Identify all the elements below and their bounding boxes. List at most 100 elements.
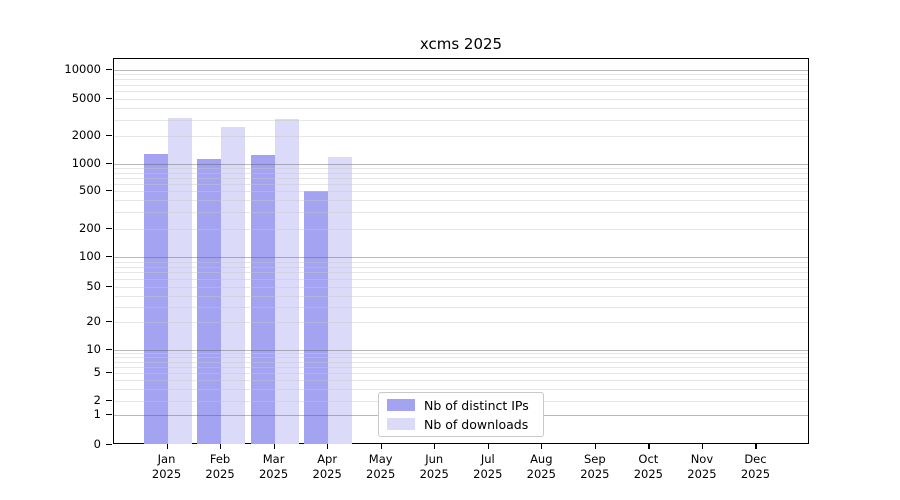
gridline-minor (114, 266, 808, 268)
y-tick-mark (106, 135, 112, 137)
y-tick-mark (106, 400, 112, 402)
gridline-minor (114, 172, 808, 174)
bar-distinct-ips-feb (197, 159, 222, 444)
x-tick-label: Aug 2025 (526, 452, 556, 481)
gridline-minor (114, 279, 808, 281)
gridline-minor (114, 261, 808, 263)
x-tick-label: May 2025 (366, 452, 396, 481)
gridline-minor (114, 91, 808, 93)
x-tick-label: Nov 2025 (687, 452, 717, 481)
legend: Nb of distinct IPs Nb of downloads (378, 392, 544, 437)
gridline-major (114, 164, 808, 165)
gridline-major (114, 350, 808, 351)
x-tick-label: Oct 2025 (633, 452, 664, 481)
y-tick-label: 1 (93, 407, 101, 421)
y-tick-label: 1000 (71, 156, 101, 170)
x-tick-mark (701, 444, 704, 449)
gridline-minor (114, 177, 808, 179)
gridline-minor (114, 361, 808, 363)
x-tick-mark (166, 444, 168, 449)
y-tick-mark (106, 372, 112, 374)
bar-downloads-apr (328, 156, 353, 444)
gridline-major (114, 70, 808, 71)
gridline-minor (114, 119, 808, 121)
legend-label-distinct-ips: Nb of distinct IPs (424, 397, 529, 413)
y-tick-mark (106, 163, 112, 165)
bar-downloads-feb (221, 126, 246, 444)
x-tick-label: Sep 2025 (580, 452, 610, 481)
y-tick-label: 2 (93, 393, 101, 407)
legend-item-distinct-ips: Nb of distinct IPs (387, 398, 535, 413)
gridline-minor (114, 373, 808, 374)
y-tick-label: 2000 (71, 128, 101, 142)
x-tick-mark (273, 444, 275, 449)
bar-downloads-jan (167, 118, 192, 444)
x-tick-label: Jun 2025 (419, 452, 449, 481)
gridline-minor (114, 108, 808, 109)
y-tick-mark (106, 98, 112, 100)
legend-label-downloads: Nb of downloads (424, 416, 529, 432)
gridline-minor (114, 353, 808, 355)
gridline-minor (114, 306, 808, 308)
gridline-minor (114, 136, 808, 137)
x-tick-label: Jul 2025 (473, 452, 503, 481)
y-tick-mark (106, 256, 112, 258)
legend-swatch-distinct-ips (387, 399, 415, 411)
gridline-minor (114, 74, 808, 76)
chart-title: xcms 2025 (419, 35, 503, 53)
gridline-minor (114, 366, 808, 368)
y-tick-label: 500 (79, 183, 101, 197)
x-tick-mark (327, 444, 329, 449)
gridline-minor (114, 79, 808, 81)
bar-downloads-mar (274, 119, 299, 444)
x-tick-label: Dec 2025 (740, 452, 771, 481)
y-tick-label: 50 (86, 279, 101, 293)
x-tick-mark (380, 444, 382, 449)
gridline-minor (114, 357, 808, 359)
gridline-minor (114, 183, 808, 185)
y-tick-label: 20 (86, 314, 101, 328)
x-tick-mark (648, 444, 650, 449)
gridline-minor (114, 287, 808, 288)
y-tick-label: 0 (93, 437, 101, 451)
y-tick-mark (106, 228, 112, 230)
y-tick-mark (106, 321, 112, 323)
y-tick-label: 10 (86, 342, 101, 356)
gridline-minor (114, 191, 808, 192)
bar-distinct-ips-mar (250, 155, 275, 444)
gridline-major (114, 257, 808, 258)
gridline-minor (114, 379, 808, 381)
y-tick-label: 10000 (64, 62, 101, 76)
y-tick-mark (106, 69, 112, 71)
x-tick-label: Apr 2025 (312, 452, 342, 481)
y-tick-mark (106, 349, 112, 351)
gridline-minor (114, 212, 808, 214)
y-tick-label: 5 (93, 365, 101, 379)
y-tick-label: 5000 (71, 91, 101, 105)
bar-distinct-ips-apr (304, 190, 329, 444)
legend-item-downloads: Nb of downloads (387, 417, 535, 432)
y-tick-mark (106, 444, 112, 446)
y-tick-mark (106, 286, 112, 288)
x-tick-label: Feb 2025 (205, 452, 235, 481)
gridline-minor (114, 200, 808, 202)
x-tick-mark (755, 444, 757, 449)
y-tick-mark (106, 414, 112, 416)
x-tick-label: Mar 2025 (258, 452, 289, 481)
x-tick-mark (487, 444, 489, 449)
gridline-minor (114, 168, 808, 170)
legend-swatch-downloads (387, 418, 415, 430)
gridline-minor (114, 229, 808, 230)
x-tick-mark (434, 444, 436, 449)
gridline-minor (114, 388, 808, 390)
gridline-minor (114, 295, 808, 297)
x-tick-mark (594, 444, 597, 449)
gridline-minor (114, 322, 808, 323)
y-tick-label: 100 (79, 249, 101, 263)
y-tick-mark (106, 190, 112, 192)
bar-distinct-ips-jan (143, 154, 168, 444)
y-tick-label: 200 (79, 221, 101, 235)
x-tick-mark (541, 444, 543, 449)
x-tick-label: Jan 2025 (151, 452, 182, 481)
